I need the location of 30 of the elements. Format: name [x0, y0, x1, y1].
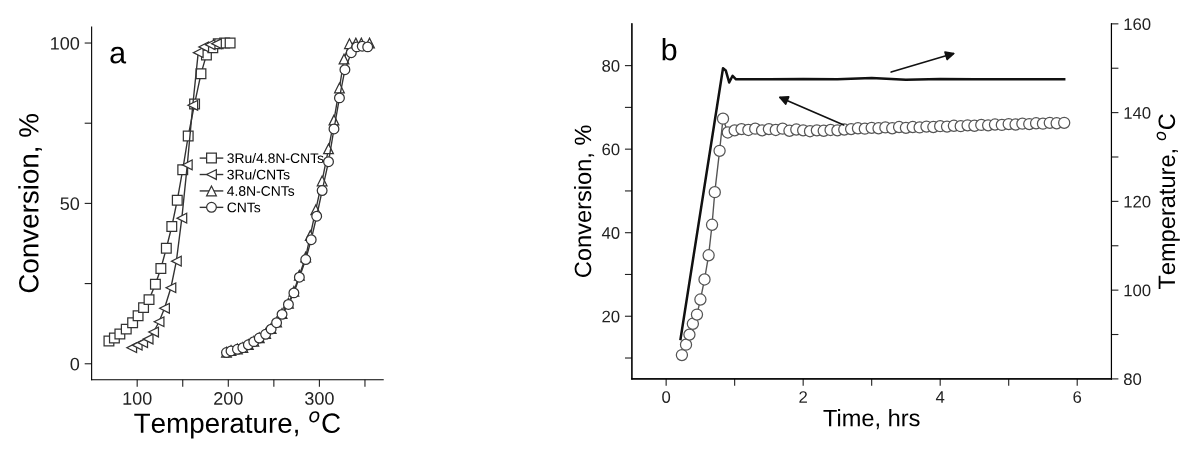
- y2-tick-label: 80: [1123, 373, 1142, 386]
- x-tick-label: 0: [662, 391, 671, 403]
- y-axis-title: Conversion, %: [18, 114, 42, 293]
- legend-label: CNTs: [227, 202, 261, 213]
- x-tick-label: 200: [214, 392, 243, 405]
- y-tick-label: 100: [51, 36, 80, 50]
- y2-tick-label: 140: [1124, 107, 1151, 119]
- y-axis-title: Conversion, %: [573, 125, 595, 277]
- annotation: b: [662, 38, 677, 61]
- x-tick-label: 2: [799, 391, 807, 403]
- y-tick-label: 40: [601, 227, 620, 239]
- x-tick-label: 100: [123, 392, 152, 405]
- y-tick-label: 20: [602, 310, 620, 323]
- y-tick-label: 0: [70, 357, 80, 371]
- y-tick-label: 50: [60, 197, 80, 211]
- y-tick-label: 80: [602, 60, 620, 72]
- annotation: a: [110, 46, 127, 64]
- x-axis-title: Temperature, $^{o}$C: [134, 411, 341, 439]
- y2-axis-title: Temperature, $^{o}$C: [1156, 114, 1180, 290]
- y2-tick-label: 120: [1124, 195, 1151, 208]
- y2-tick-label: 160: [1124, 18, 1151, 31]
- y-tick-label: 60: [602, 143, 620, 156]
- x-tick-label: 6: [1073, 391, 1082, 403]
- x-tick-label: 300: [305, 392, 334, 405]
- legend-label: 3Ru/4.8N-CNTs: [227, 152, 324, 164]
- legend-label: 3Ru/CNTs: [227, 169, 290, 180]
- x-axis-title: Time, hrs: [823, 409, 920, 430]
- x-tick-label: 4: [935, 391, 945, 403]
- legend-label: 4.8N-CNTs: [227, 186, 295, 196]
- y2-tick-label: 100: [1124, 284, 1151, 297]
